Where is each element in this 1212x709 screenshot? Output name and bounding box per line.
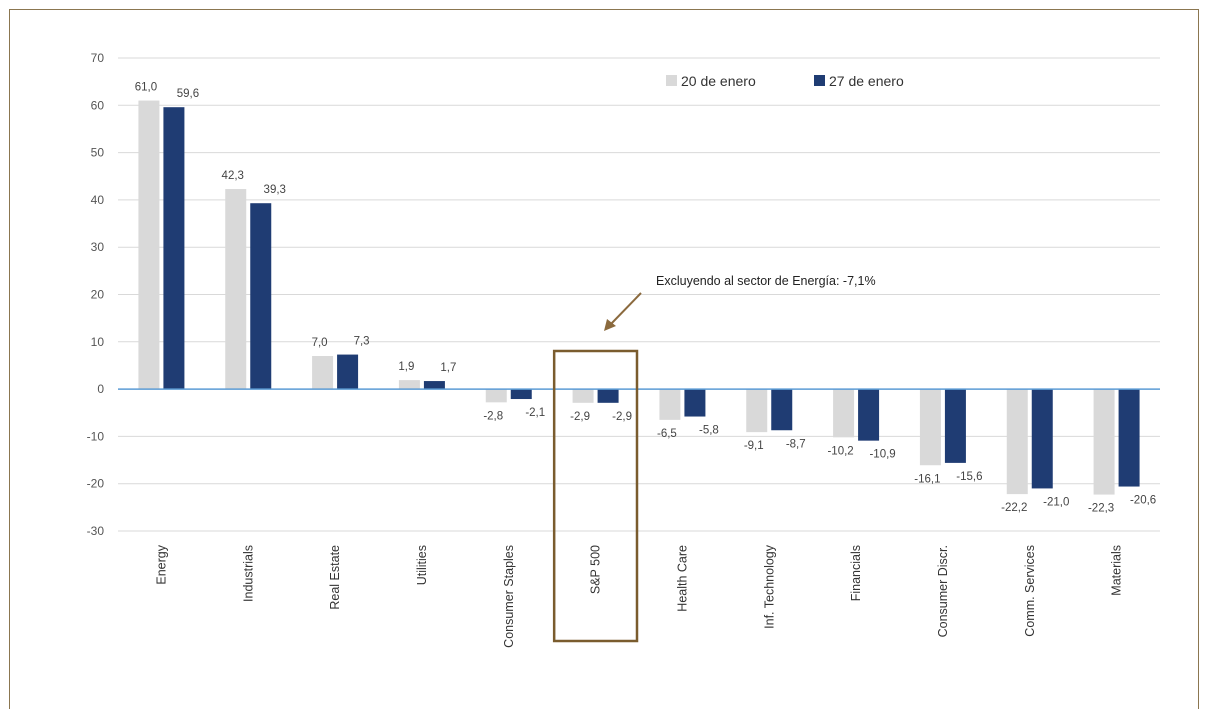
category-label: Industrials bbox=[241, 545, 255, 602]
y-axis-ticks: -30 -20 -10 0 10 20 30 40 50 60 70 bbox=[87, 51, 105, 538]
y-tick-label: 0 bbox=[97, 382, 104, 396]
category-label: Financials bbox=[849, 545, 863, 601]
category-label: Consumer Staples bbox=[502, 545, 516, 648]
legend-label-20-enero: 20 de enero bbox=[681, 73, 756, 89]
data-label: -15,6 bbox=[956, 471, 982, 483]
data-label: -22,2 bbox=[1001, 502, 1027, 514]
bar-27-enero bbox=[1031, 389, 1053, 489]
bar-27-enero bbox=[944, 389, 966, 463]
data-label: 59,6 bbox=[177, 88, 199, 100]
bar-20-enero bbox=[398, 380, 420, 390]
annotation-arrow bbox=[604, 292, 642, 331]
bar-27-enero bbox=[163, 107, 185, 390]
arrow-head bbox=[604, 319, 616, 331]
annotation-text: Excluyendo al sector de Energía: -7,1% bbox=[656, 274, 876, 288]
bar-20-enero bbox=[225, 189, 247, 390]
data-label: -9,1 bbox=[744, 440, 764, 452]
bar-27-enero bbox=[337, 354, 359, 390]
data-label: -16,1 bbox=[914, 473, 940, 485]
category-label: Utilities bbox=[415, 545, 429, 585]
y-tick-label: 70 bbox=[91, 51, 105, 65]
bar-27-enero bbox=[510, 389, 532, 400]
category-label: Inf. Technology bbox=[762, 544, 776, 629]
bar-27-enero bbox=[771, 389, 793, 431]
category-label: Comm. Services bbox=[1023, 545, 1037, 637]
y-tick-label: 30 bbox=[91, 240, 105, 254]
category-label: Materials bbox=[1110, 545, 1124, 596]
y-tick-label: 10 bbox=[91, 335, 105, 349]
data-label: 61,0 bbox=[135, 82, 157, 94]
y-tick-label: 40 bbox=[91, 193, 105, 207]
bar-20-enero bbox=[312, 355, 334, 390]
category-label: Real Estate bbox=[328, 545, 342, 610]
bars bbox=[138, 100, 1140, 495]
bar-20-enero bbox=[833, 389, 855, 438]
category-label: Consumer Discr. bbox=[936, 545, 950, 637]
data-label: 7,0 bbox=[312, 337, 328, 349]
bar-20-enero bbox=[1093, 389, 1115, 495]
legend: 20 de enero 27 de enero bbox=[666, 73, 904, 89]
data-label: 1,7 bbox=[440, 362, 456, 374]
data-label: -10,9 bbox=[869, 449, 895, 461]
data-label: -6,5 bbox=[657, 428, 677, 440]
y-tick-label: -10 bbox=[87, 429, 105, 443]
data-label: 7,3 bbox=[354, 336, 370, 348]
bar-27-enero bbox=[423, 381, 445, 390]
bar-20-enero bbox=[1006, 389, 1028, 495]
category-label: Health Care bbox=[675, 545, 689, 612]
bar-20-enero bbox=[572, 389, 594, 403]
y-tick-label: -30 bbox=[87, 524, 105, 538]
data-label: -21,0 bbox=[1043, 496, 1069, 508]
legend-label-27-enero: 27 de enero bbox=[829, 73, 904, 89]
sp500-highlight-box bbox=[552, 349, 639, 643]
data-label: -2,1 bbox=[525, 407, 545, 419]
data-label: -20,6 bbox=[1130, 495, 1156, 507]
data-label: -5,8 bbox=[699, 425, 719, 437]
bar-20-enero bbox=[659, 389, 681, 420]
y-tick-label: 50 bbox=[91, 146, 105, 160]
bar-20-enero bbox=[138, 100, 160, 390]
bar-27-enero bbox=[250, 203, 272, 390]
data-label: 42,3 bbox=[222, 170, 244, 182]
data-label: 39,3 bbox=[264, 184, 286, 196]
data-label: -8,7 bbox=[786, 438, 806, 450]
y-tick-label: -20 bbox=[87, 477, 105, 491]
bar-27-enero bbox=[597, 389, 619, 403]
legend-swatch-20-enero bbox=[666, 75, 677, 86]
legend-swatch-27-enero bbox=[814, 75, 825, 86]
chart-frame bbox=[9, 9, 1199, 709]
bar-20-enero bbox=[746, 389, 768, 433]
category-label: Energy bbox=[154, 544, 168, 584]
category-labels: Energy Industrials Real Estate Utilities Con… bbox=[154, 544, 1123, 648]
data-label: -2,9 bbox=[570, 411, 590, 423]
bar-20-enero bbox=[485, 389, 507, 403]
data-label: -2,8 bbox=[483, 410, 503, 422]
bar-27-enero bbox=[684, 389, 706, 417]
bar-20-enero bbox=[919, 389, 941, 466]
data-label: -10,2 bbox=[827, 445, 853, 457]
y-tick-label: 60 bbox=[91, 98, 105, 112]
bar-27-enero bbox=[858, 389, 880, 441]
category-label: S&P 500 bbox=[589, 545, 603, 594]
y-tick-label: 20 bbox=[91, 288, 105, 302]
bar-27-enero bbox=[1118, 389, 1140, 487]
data-label: -22,3 bbox=[1088, 503, 1114, 515]
data-labels: 61,0 42,3 7,0 1,9 -2,8 -2,9 -6,5 -9,1 -10,2 -16,1… bbox=[135, 82, 1156, 515]
arrow-shaft bbox=[609, 292, 642, 326]
data-label: 1,9 bbox=[398, 361, 414, 373]
data-label: -2,9 bbox=[612, 411, 632, 423]
